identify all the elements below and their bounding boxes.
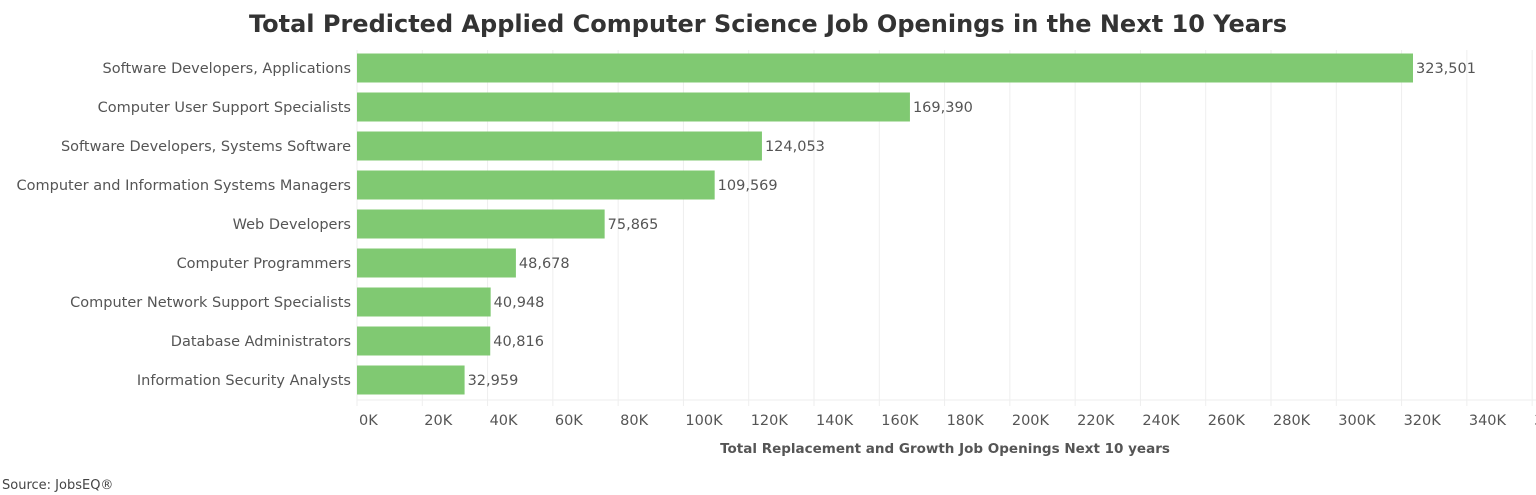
chart-title: Total Predicted Applied Computer Science…	[249, 10, 1287, 38]
x-tick-label: 60K	[555, 413, 583, 429]
x-tick-label: 40K	[490, 413, 518, 429]
x-tick-label: 140K	[816, 413, 854, 429]
bars: Software Developers, Applications 323,501…	[17, 53, 1476, 395]
x-tick-label: 320K	[1404, 413, 1442, 429]
x-tick-label: 180K	[947, 413, 985, 429]
bar	[357, 92, 910, 122]
data-label: 75,865	[608, 217, 659, 233]
data-label: 124,053	[765, 139, 825, 155]
x-tick-label: 300K	[1338, 413, 1376, 429]
category-label: Software Developers, Applications	[103, 61, 351, 77]
x-tick-label: 340K	[1469, 413, 1507, 429]
bar	[357, 248, 516, 278]
x-tick-label: 220K	[1077, 413, 1115, 429]
x-tick-label: 80K	[620, 413, 648, 429]
bar	[357, 131, 762, 161]
x-tick-label: 100K	[685, 413, 723, 429]
x-tick-label: 240K	[1142, 413, 1180, 429]
data-label: 323,501	[1416, 61, 1476, 77]
bar	[357, 287, 491, 317]
category-label: Web Developers	[233, 217, 351, 233]
bar	[357, 53, 1413, 83]
bar	[357, 170, 715, 200]
data-label: 169,390	[913, 100, 973, 116]
category-label: Information Security Analysts	[137, 373, 351, 389]
x-axis-ticks: 0K 20K 40K 60K 80K 100K 120K 140K 160K 180K 200K 22…	[359, 413, 1536, 429]
category-label: Database Administrators	[171, 334, 351, 350]
x-tick-label: 20K	[424, 413, 452, 429]
category-label: Software Developers, Systems Software	[61, 139, 351, 155]
data-label: 40,948	[494, 295, 545, 311]
x-tick-label: 360K	[1534, 413, 1536, 429]
category-label: Computer Programmers	[177, 256, 351, 272]
bar	[357, 209, 605, 239]
source-note: Source: JobsEQ®	[2, 478, 113, 493]
data-label: 48,678	[519, 256, 570, 272]
bar	[357, 326, 491, 356]
x-tick-label: 200K	[1012, 413, 1050, 429]
x-tick-label: 0K	[359, 413, 378, 429]
bar	[357, 365, 465, 395]
x-axis-label: Total Replacement and Growth Job Opening…	[720, 441, 1170, 457]
x-tick-label: 280K	[1273, 413, 1311, 429]
data-label: 32,959	[468, 373, 519, 389]
x-tick-label: 160K	[881, 413, 919, 429]
category-label: Computer and Information Systems Manager…	[17, 178, 351, 194]
data-label: 109,569	[718, 178, 778, 194]
x-tick-label: 120K	[751, 413, 789, 429]
category-label: Computer Network Support Specialists	[70, 295, 351, 311]
data-label: 40,816	[493, 334, 544, 350]
x-tick-label: 260K	[1208, 413, 1246, 429]
category-label: Computer User Support Specialists	[98, 100, 351, 116]
